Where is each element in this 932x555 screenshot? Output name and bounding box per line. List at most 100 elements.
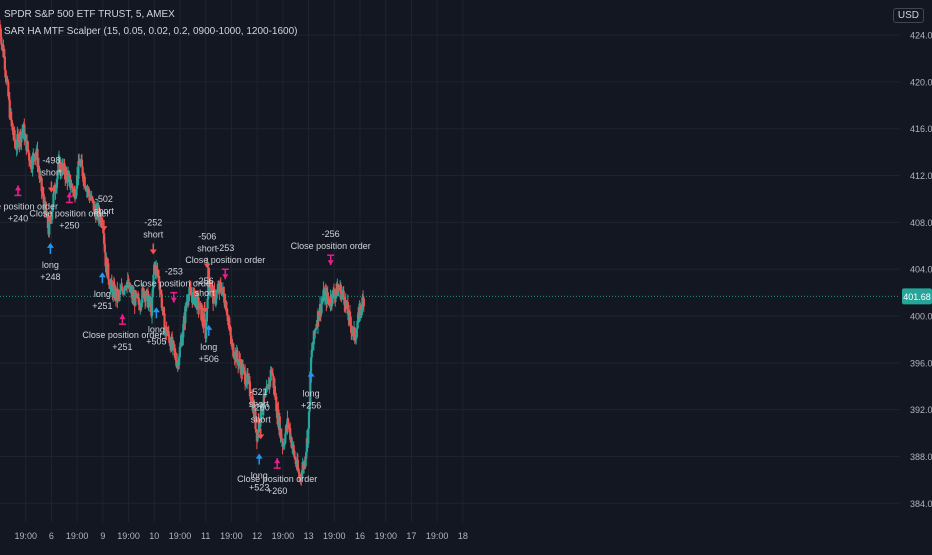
- close-signal: Close position order +260: [237, 458, 317, 496]
- candle-up: [264, 391, 268, 394]
- candle-up: [152, 274, 155, 289]
- close-signal: -256 Close position order: [291, 229, 371, 266]
- candle-down: [172, 341, 175, 345]
- candle-up: [216, 289, 219, 292]
- candle-down: [173, 344, 176, 351]
- candle-up: [284, 433, 287, 443]
- signal-label: Close position order: [82, 330, 162, 340]
- candle-up: [193, 298, 197, 305]
- candle-up: [264, 393, 267, 398]
- candle-down: [293, 450, 296, 458]
- short-signal: -502 short: [94, 194, 114, 232]
- candle-up: [21, 131, 24, 134]
- candle-up: [308, 403, 311, 412]
- close-signal: -253 Close position order: [134, 267, 214, 303]
- candle-down: [232, 356, 236, 359]
- candle-down: [121, 286, 124, 291]
- candle-up: [205, 321, 208, 339]
- candle-down: [271, 372, 274, 374]
- candle-up: [206, 298, 209, 309]
- candle-up: [95, 209, 98, 220]
- candle-up: [284, 425, 288, 434]
- candle-up: [179, 342, 182, 347]
- candle-down: [41, 191, 44, 194]
- candle-down: [91, 196, 94, 200]
- y-tick-label: 400.00: [910, 312, 932, 322]
- candle-down: [296, 460, 299, 470]
- candle-down: [353, 327, 356, 341]
- candle-down: [163, 313, 166, 336]
- short-arrow-head-icon: [255, 419, 263, 425]
- candle-down: [287, 418, 290, 425]
- candle-down: [228, 325, 231, 327]
- signal-label: long: [94, 289, 111, 299]
- signal-label: short: [249, 399, 270, 409]
- candle-up: [307, 428, 310, 444]
- candle-up: [112, 286, 115, 296]
- candle-up: [218, 282, 221, 293]
- candle-down: [332, 290, 336, 295]
- candle-down: [10, 120, 13, 124]
- candle-down: [280, 428, 283, 439]
- candle-up: [237, 362, 240, 366]
- candle-down: [94, 205, 97, 211]
- candle-down: [38, 171, 41, 178]
- candle-down: [342, 290, 345, 298]
- candle-down: [32, 153, 36, 158]
- x-tick-label: 11: [201, 531, 210, 541]
- signal-label: -253: [216, 243, 234, 253]
- candle-down: [71, 184, 74, 189]
- x-tick-label: 10: [149, 531, 159, 541]
- candle-up: [307, 411, 311, 429]
- candle-up: [312, 344, 315, 349]
- candle-up: [259, 422, 262, 426]
- candle-down: [226, 315, 229, 321]
- candle-down: [159, 291, 163, 294]
- candle-down: [157, 274, 160, 276]
- currency-label[interactable]: USD: [892, 8, 924, 23]
- short-arrow-head-icon: [257, 434, 265, 440]
- signal-label: long: [200, 342, 217, 352]
- candle-down: [232, 343, 235, 357]
- candle-up: [309, 371, 312, 404]
- candle-down: [41, 193, 45, 195]
- candle-down: [219, 284, 222, 290]
- candle-up: [312, 330, 315, 345]
- candle-down: [100, 224, 104, 226]
- candle-up: [122, 290, 125, 294]
- y-tick-label: 420.00: [910, 77, 932, 87]
- candle-down: [28, 153, 31, 161]
- candle-up: [75, 188, 78, 195]
- candle-down: [209, 287, 212, 289]
- candle-up: [196, 294, 199, 309]
- y-tick-label: 416.00: [910, 124, 932, 134]
- candle-up: [340, 293, 343, 300]
- candle-down: [187, 300, 190, 302]
- candle-down: [346, 301, 349, 315]
- candle-down: [236, 350, 239, 360]
- candle-up: [314, 329, 317, 334]
- candle-down: [326, 292, 329, 299]
- signal-label: -256: [322, 229, 340, 239]
- candle-down: [36, 148, 39, 167]
- candle-down: [189, 289, 193, 295]
- candle-down: [255, 429, 258, 431]
- candle-down: [249, 396, 252, 400]
- x-tick-label: 19:00: [66, 531, 89, 541]
- candle-down: [73, 189, 77, 199]
- candle-down: [1, 44, 4, 46]
- candle-down: [40, 177, 43, 192]
- long-signal: long +505: [146, 307, 166, 346]
- study-legend[interactable]: SAR HA MTF Scalper (15, 0.05, 0.02, 0.2,…: [4, 26, 298, 37]
- long-signal: long +251: [92, 272, 112, 311]
- candle-down: [273, 386, 277, 397]
- close-signal: -253 Close position order: [185, 243, 265, 280]
- candle-down: [348, 312, 352, 317]
- candle-up: [134, 292, 137, 306]
- candle-up: [187, 293, 190, 301]
- candle-down: [8, 99, 11, 119]
- candle-up: [69, 187, 72, 189]
